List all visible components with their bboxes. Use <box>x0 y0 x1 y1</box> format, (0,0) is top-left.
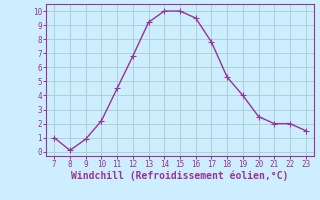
X-axis label: Windchill (Refroidissement éolien,°C): Windchill (Refroidissement éolien,°C) <box>71 171 289 181</box>
